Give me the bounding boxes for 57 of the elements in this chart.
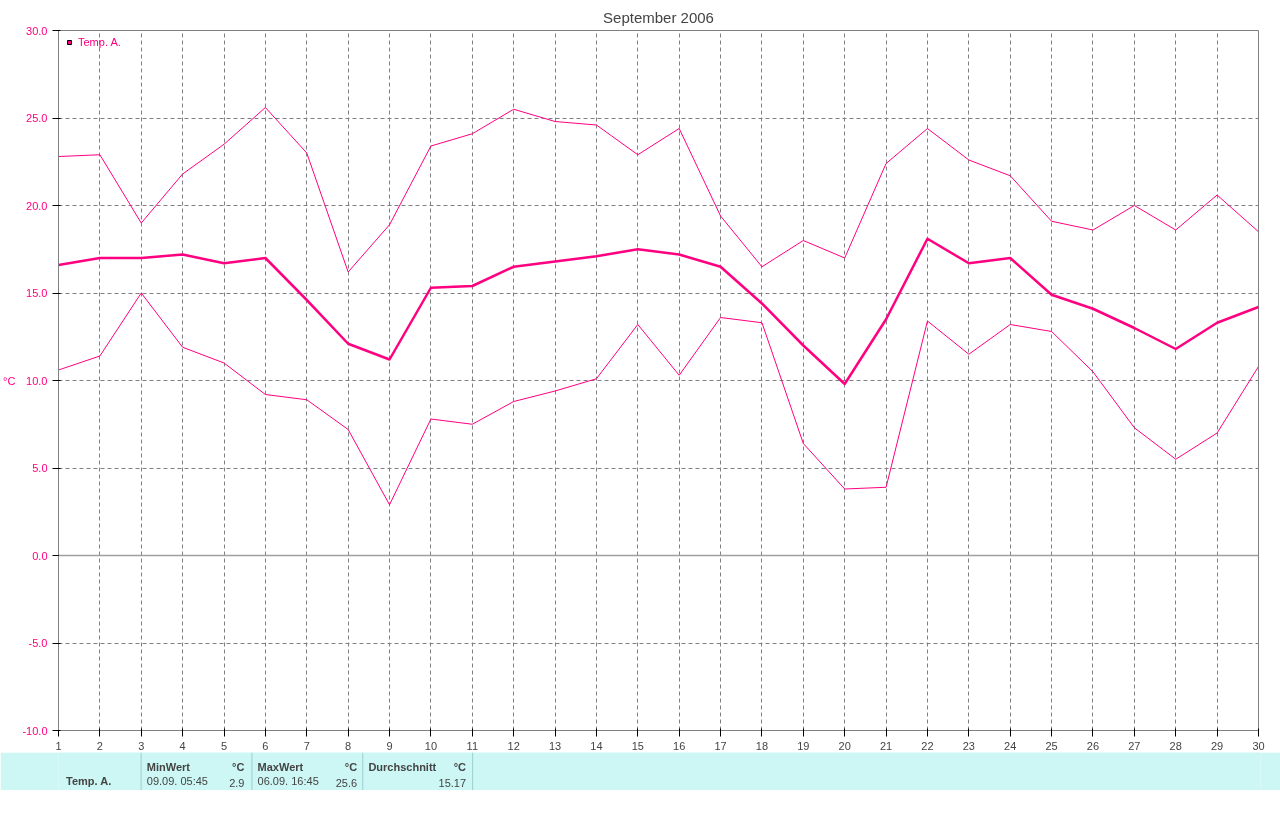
x-tick-label: 21 [879, 739, 893, 752]
x-tick-label: 1 [55, 739, 62, 752]
x-tick-label: 10 [424, 739, 438, 752]
text: 15.17 [438, 776, 467, 789]
x-tick-label: 28 [1169, 739, 1182, 752]
y-tick-label: 20.0 [26, 199, 48, 212]
text: MaxWert [257, 760, 304, 773]
x-tick-label: 25 [1045, 739, 1058, 752]
y-tick-label: 0.0 [32, 549, 48, 562]
x-tick-label: 11 [466, 739, 479, 752]
line-series [58, 292, 1259, 506]
x-tick-label: 23 [962, 739, 975, 752]
text: 25.6 [335, 776, 358, 789]
x-tick-label: 20 [838, 739, 851, 752]
y-tick-label: 15.0 [26, 287, 48, 299]
legend-label: Temp. A. [78, 36, 121, 48]
x-tick-label: 6 [262, 739, 269, 752]
y-tick-label: -10.0 [22, 724, 48, 737]
x-tick-label: 22 [921, 739, 934, 752]
x-tick-label: 19 [797, 739, 810, 752]
x-tick-label: 9 [386, 739, 393, 752]
y-tick-label: -5.0 [28, 637, 48, 649]
text: Temp. A. [66, 774, 112, 787]
x-tick-label: 7 [303, 739, 310, 752]
x-tick-label: 30 [1252, 739, 1265, 752]
x-tick-label: 15 [631, 739, 644, 752]
text: 2.9 [229, 776, 245, 789]
y-tick-label: 5.0 [32, 462, 48, 474]
text: °C [344, 760, 358, 773]
chart-title: September 2006 [603, 8, 714, 26]
text: 06.09. 16:45 [257, 774, 319, 787]
x-tick-label: 4 [179, 739, 186, 752]
text: 09.09. 05:45 [146, 774, 208, 787]
text: MinWert [146, 760, 191, 773]
x-tick-label: 13 [548, 739, 562, 752]
x-tick-label: 12 [507, 739, 520, 752]
y-tick-label: 10.0 [26, 374, 48, 387]
x-tick-label: 18 [755, 739, 769, 752]
line-series [58, 237, 1259, 386]
y-tick-label: 25.0 [26, 112, 48, 124]
y-axis-title: °C [3, 374, 16, 387]
text: Durchschnitt [368, 760, 437, 773]
text: °C [232, 760, 245, 773]
x-tick-label: 29 [1211, 739, 1224, 752]
x-tick-label: 17 [714, 739, 727, 752]
x-tick-label: 24 [1004, 739, 1017, 752]
y-tick-label: 30.0 [26, 24, 48, 37]
x-tick-label: 27 [1128, 739, 1141, 752]
x-tick-label: 14 [590, 739, 603, 752]
x-tick-label: 3 [138, 739, 145, 752]
text: °C [453, 760, 467, 773]
x-tick-label: 26 [1086, 739, 1100, 752]
x-tick-label: 16 [673, 739, 686, 752]
x-tick-label: 5 [220, 739, 228, 752]
x-tick-label: 8 [345, 739, 352, 752]
x-tick-label: 2 [96, 739, 103, 752]
line-series [58, 107, 1259, 273]
